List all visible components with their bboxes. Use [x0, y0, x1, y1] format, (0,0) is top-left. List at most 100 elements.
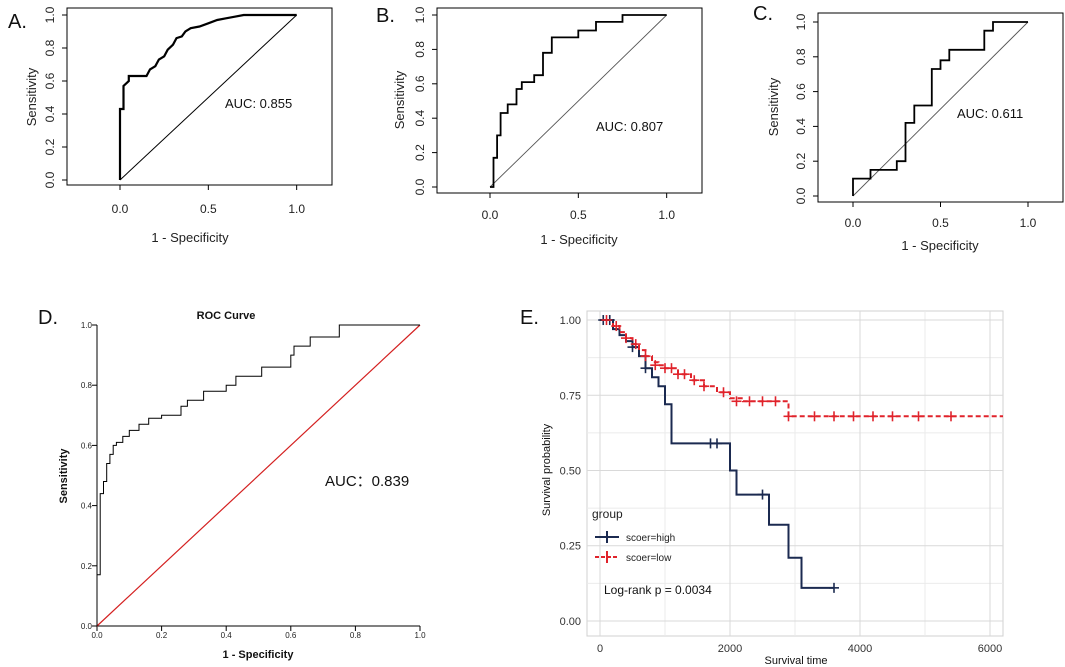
- panel-e-y-ticks: 0.00 0.25 0.50 0.75 1.00: [560, 315, 581, 628]
- panel-e-censor-mark-low: [731, 396, 742, 407]
- panel-a-reference-diagonal: [119, 14, 298, 181]
- panel-e-x-tick-label: 2000: [718, 643, 742, 655]
- panel-c-label: C.: [753, 3, 773, 25]
- panel-b-y-tick-label: 0.8: [413, 41, 427, 58]
- panel-b-plot-frame: [436, 7, 703, 194]
- panel-e-legend-key-high: [595, 531, 619, 543]
- panel-e-x-ticks: 0 2000 4000 6000: [597, 643, 1002, 655]
- panel-b: B. 0.0 0.2 0.4 0.6 0.8 1.0 0.0 0.5 1.0 AUC: 0.8…: [376, 5, 703, 247]
- panel-e-censor-mark-low: [887, 411, 898, 422]
- panel-c-y-axis-label: Sensitivity: [766, 77, 781, 136]
- panel-d-x-tick-label: 0.0: [91, 631, 103, 640]
- panel-d-y-tick-label: 0.6: [81, 441, 93, 450]
- panel-b-roc-curve: [490, 14, 667, 188]
- panel-e-censor-mark-low: [650, 360, 661, 371]
- panel-e-censor-mark-low: [783, 411, 794, 422]
- panel-b-x-axis-label: 1 - Specificity: [540, 232, 618, 247]
- panel-b-auc-annotation: AUC: 0.807: [596, 119, 663, 134]
- panel-d-roc-curve: [96, 324, 420, 626]
- panel-c-x-tick-label: 0.0: [845, 216, 862, 230]
- panel-e-legend-label-low: scoer=low: [626, 553, 672, 564]
- panel-c-x-tick-label: 1.0: [1020, 216, 1037, 230]
- panel-e-censor-mark-low: [621, 333, 631, 344]
- panel-e-censor-mark-low: [744, 396, 755, 407]
- panel-d-reference-diagonal: [96, 324, 421, 627]
- panel-e-censor-mark-low: [640, 351, 651, 362]
- panel-e-legend-key-low: [595, 551, 619, 563]
- panel-e-censor-mark-low: [666, 363, 677, 374]
- panel-d-y-tick-label: 0.8: [81, 381, 93, 390]
- panel-c-y-tick-label: 0.4: [794, 118, 808, 135]
- panel-d-x-tick-label: 0.2: [156, 631, 168, 640]
- panel-e-legend-label-high: scoer=high: [626, 533, 675, 544]
- panel-e-censor-mark-low: [689, 375, 700, 386]
- panel-d-title: ROC Curve: [197, 310, 256, 322]
- panel-c-y-tick-label: 0.8: [794, 48, 808, 65]
- panel-e-censor-mark-low: [913, 411, 924, 422]
- panel-d: D. ROC Curve 0.00.20.40.60.81.0 0.0 0.2 0.…: [38, 307, 426, 661]
- panel-a-x-tick-label: 0.0: [112, 202, 129, 216]
- panel-d-y-axis-label: Sensitivity: [58, 448, 70, 504]
- panel-d-y-tick-label: 0.4: [81, 502, 93, 511]
- panel-b-x-tick-label: 0.0: [482, 208, 499, 222]
- panel-c-y-ticks: 0.0 0.2 0.4 0.6 0.8 1.0: [794, 13, 818, 204]
- panel-b-y-tick-label: 0.2: [413, 144, 427, 161]
- panel-e-censor-mark-low: [946, 411, 956, 422]
- panel-e-censor-mark-low: [770, 396, 781, 407]
- panel-c-roc-curve: [852, 21, 1028, 196]
- panel-e-censor-mark-high: [640, 363, 651, 374]
- panel-d-x-tick-label: 0.8: [350, 631, 362, 640]
- panel-e-censor-mark-low: [679, 369, 690, 380]
- panel-e-y-tick-label: 1.00: [560, 315, 581, 327]
- panel-e-censor-mark-high: [757, 489, 768, 500]
- panel-a-roc-curve: [118, 13, 297, 180]
- panel-e-censor-mark-low: [718, 387, 729, 398]
- panel-e-gridlines: [587, 311, 1003, 636]
- panel-c-x-axis-label: 1 - Specificity: [901, 238, 979, 253]
- panel-d-y-tick-label: 1.0: [81, 321, 93, 330]
- panel-c-auc-annotation: AUC: 0.611: [957, 106, 1023, 121]
- panel-b-reference-diagonal: [489, 14, 667, 188]
- panel-a-y-tick-label: 0.2: [43, 138, 57, 155]
- panel-c-y-tick-label: 0.2: [794, 153, 808, 170]
- panel-a-x-axis-label: 1 - Specificity: [151, 230, 229, 245]
- panel-e-x-axis-label: Survival time: [765, 655, 828, 667]
- panel-e-censor-mark-high: [712, 438, 722, 449]
- panel-e-censor-mark-low: [699, 381, 709, 392]
- panel-d-x-tick-label: 0.4: [221, 631, 233, 640]
- panel-e-legend-title: group: [592, 507, 623, 521]
- panel-e-censor-mark-high: [829, 582, 839, 593]
- panel-a-plot-frame: [66, 7, 333, 186]
- panel-e-y-axis-label: Survival probability: [541, 423, 553, 516]
- panel-e-censor-mark-low: [601, 315, 612, 326]
- panel-c-y-tick-label: 1.0: [794, 13, 808, 30]
- panel-e-censor-mark-low: [611, 321, 622, 332]
- panel-a-y-ticks: 0.0 0.2 0.4 0.6 0.8 1.0: [43, 6, 67, 188]
- panel-d-label: D.: [38, 307, 58, 329]
- panel-e-x-tick-label: 6000: [978, 643, 1002, 655]
- panel-e-x-tick-label: 0: [597, 643, 603, 655]
- panel-a-label: A.: [8, 11, 27, 33]
- panel-c-y-tick-label: 0.6: [794, 83, 808, 100]
- panel-d-auc-annotation: AUC：0.839: [325, 473, 409, 490]
- panel-c-y-tick-label: 0.0: [794, 187, 808, 204]
- panel-d-x-axis-label: 1 - Specificity: [223, 649, 295, 661]
- panel-d-y-ticks: 0.0 0.2 0.4 0.6 0.8 1.0: [81, 321, 97, 631]
- panel-e-y-tick-label: 0.00: [560, 616, 581, 628]
- panel-b-y-ticks: 0.0 0.2 0.4 0.6 0.8 1.0: [413, 6, 437, 195]
- panel-e: E. 0.00 0.25 0.50 0.75 1.00 0 2000 4000 6000 gr…: [520, 307, 1004, 667]
- panel-e-y-tick-label: 0.25: [560, 541, 581, 553]
- panel-c-plot-frame: [817, 12, 1064, 203]
- panel-d-x-tick-label: 0.6: [285, 631, 297, 640]
- panel-a-y-tick-label: 1.0: [43, 6, 57, 23]
- panel-c-x-tick-label: 0.5: [932, 216, 949, 230]
- panel-b-y-tick-label: 0.6: [413, 75, 427, 92]
- panel-a-y-axis-label: Sensitivity: [24, 67, 39, 126]
- panel-d-y-tick-label: 0.2: [81, 562, 93, 571]
- panel-b-x-tick-label: 0.5: [570, 208, 587, 222]
- panel-e-x-tick-label: 4000: [848, 643, 872, 655]
- panel-b-label: B.: [376, 5, 395, 27]
- panel-e-logrank-annotation: Log-rank p = 0.0034: [604, 583, 712, 597]
- panel-b-y-tick-label: 0.4: [413, 110, 427, 127]
